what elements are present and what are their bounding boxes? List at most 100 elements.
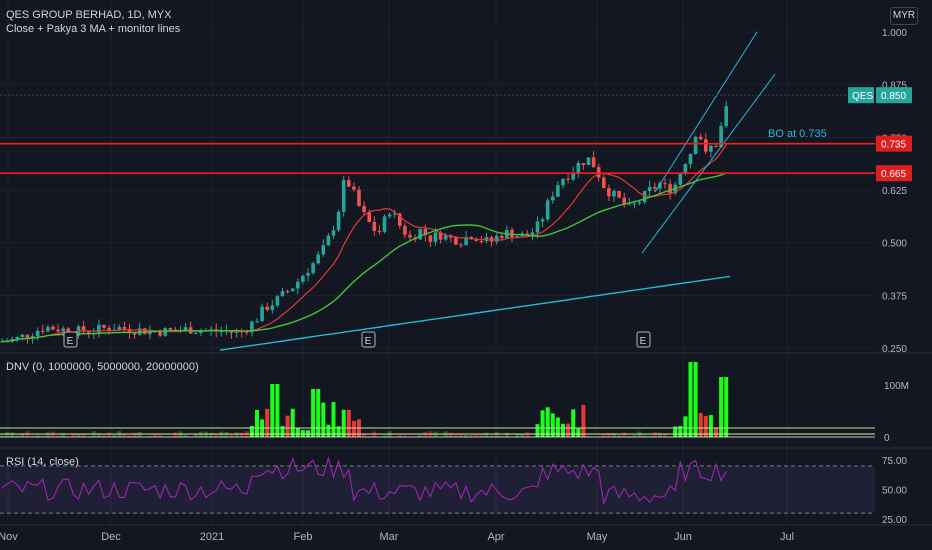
candle-body: [41, 330, 45, 332]
volume-bar: [678, 426, 683, 437]
horizontal-levels: [0, 94, 875, 174]
candle-body: [642, 190, 647, 203]
axes: 1.0000.8750.7500.6250.5000.3750.250QES0.…: [0, 28, 912, 543]
candle-body: [219, 331, 224, 333]
volume-bar: [193, 433, 198, 437]
volume-bar: [479, 433, 484, 437]
volume-bar: [581, 404, 586, 437]
candle-body: [719, 126, 723, 147]
earnings-marker-label: E: [67, 336, 74, 347]
candle-body: [97, 324, 101, 333]
volume-bar: [0, 435, 4, 437]
volume-bar: [56, 435, 61, 437]
candle-body: [194, 332, 198, 334]
candle-body: [122, 326, 127, 329]
rsi-tick-label: 50.00: [882, 485, 907, 496]
last-price-tag-text: 0.850: [881, 91, 906, 102]
candle-body: [148, 330, 152, 335]
candle-body: [403, 225, 407, 235]
volume-bar: [642, 435, 647, 437]
volume-bar: [418, 435, 423, 437]
earnings-marker-box: [361, 331, 376, 348]
candle-body: [117, 326, 122, 330]
candle-body: [714, 145, 718, 147]
volume-bar: [540, 410, 545, 437]
volume-bars: [0, 362, 875, 438]
candle-body: [326, 235, 331, 246]
rsi-band: [0, 465, 875, 514]
candle-body: [143, 328, 147, 335]
candle-body: [25, 334, 30, 338]
candle-body: [683, 164, 688, 174]
candle-body: [525, 233, 530, 236]
volume-bar: [657, 432, 662, 437]
volume-bar: [525, 432, 530, 437]
candle-body: [658, 183, 662, 189]
candle-body: [311, 263, 315, 273]
candle-body: [612, 191, 616, 197]
volume-bar: [617, 435, 622, 437]
candle-body: [290, 288, 295, 292]
candle-body: [102, 324, 106, 328]
candle-body: [530, 232, 535, 236]
volume-bar: [71, 433, 76, 437]
candle-body: [168, 328, 173, 330]
volume-bar: [535, 424, 540, 437]
volume-bar: [459, 433, 463, 437]
candle-body: [392, 213, 397, 215]
volume-bar: [367, 436, 372, 437]
candle-body: [316, 254, 320, 264]
volume-bar: [153, 434, 157, 437]
candle-body: [245, 331, 249, 333]
candle-body: [137, 328, 142, 335]
volume-bar: [683, 416, 688, 437]
time-tick-label: Nov: [0, 531, 18, 543]
volume-bar: [35, 435, 40, 437]
candle-body: [663, 183, 667, 185]
volume-bar: [652, 432, 657, 437]
candle-body: [51, 326, 55, 330]
volume-bar: [724, 377, 729, 437]
candle-body: [627, 203, 632, 205]
time-tick-label: Apr: [487, 531, 504, 543]
candle-body: [622, 197, 626, 205]
volume-bar: [571, 409, 576, 437]
candle-body: [163, 328, 167, 336]
volume-bar: [346, 409, 351, 437]
candle-body: [484, 237, 489, 242]
volume-bar: [566, 423, 571, 437]
volume-bar: [703, 415, 708, 437]
candle-body: [255, 321, 259, 323]
volume-bar: [285, 415, 290, 437]
volume-bar: [290, 408, 295, 437]
candle-body: [183, 327, 188, 331]
candle-body: [443, 235, 448, 240]
volume-bar: [122, 434, 127, 437]
earnings-marker-label: E: [365, 336, 372, 347]
volume-indicator-label[interactable]: DNV (0, 1000000, 5000000, 20000000): [6, 361, 199, 373]
volume-bar: [280, 426, 285, 437]
chart-title: QES GROUP BERHAD, 1D, MYX: [6, 9, 172, 21]
volume-bar: [489, 435, 494, 437]
candle-body: [540, 219, 545, 222]
candle-body: [637, 202, 642, 204]
volume-bar: [612, 433, 616, 437]
currency-badge[interactable]: MYR: [890, 7, 918, 25]
candle-body: [576, 162, 581, 173]
time-tick-label: 2021: [200, 531, 224, 543]
volume-bar: [10, 432, 15, 437]
volume-bar: [708, 415, 713, 437]
time-tick-label: Jul: [780, 531, 794, 543]
volume-bar: [107, 432, 112, 437]
volume-bar: [453, 435, 458, 437]
candle-body: [398, 213, 402, 226]
candle-body: [352, 186, 356, 190]
volume-bar: [464, 434, 469, 437]
candle-body: [632, 203, 637, 205]
volume-bar: [714, 427, 718, 437]
rsi-indicator-label[interactable]: RSI (14, close): [6, 456, 79, 468]
volume-bar: [137, 432, 142, 437]
volume-bar: [112, 434, 117, 437]
